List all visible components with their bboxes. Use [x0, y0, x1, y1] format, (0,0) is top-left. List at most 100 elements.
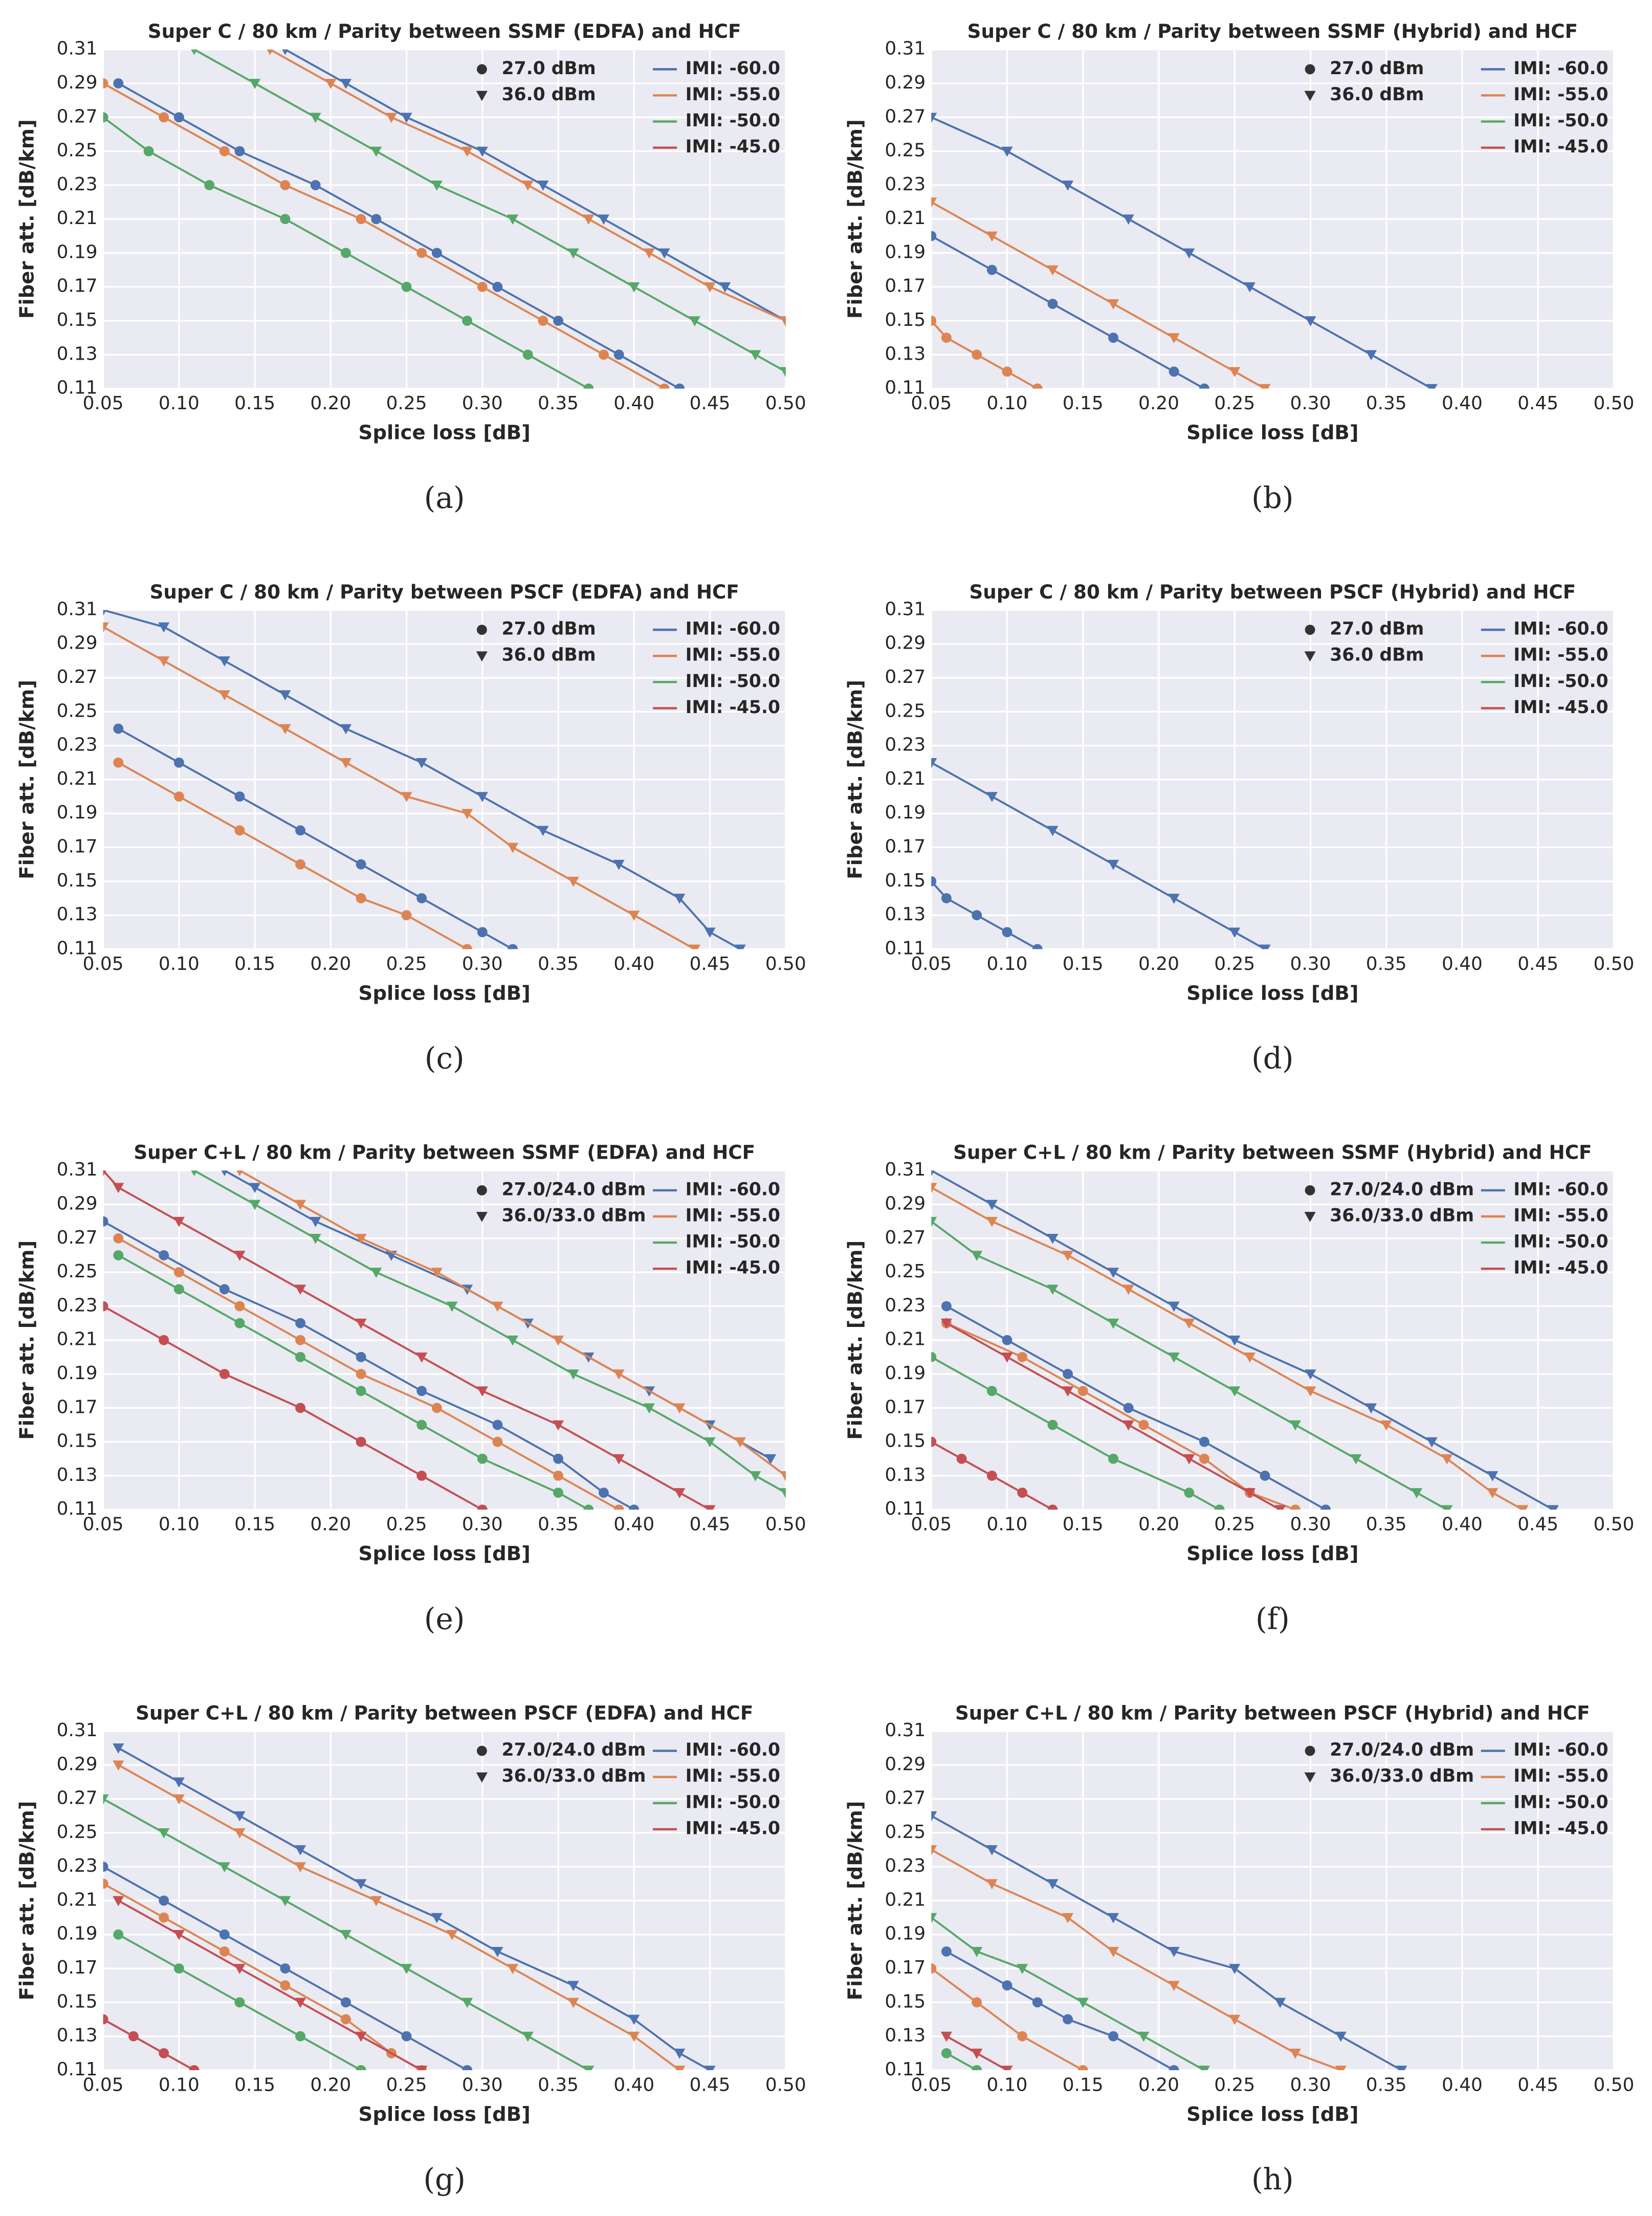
x-tick-label: 0.40 — [613, 954, 654, 974]
triangle-marker — [249, 79, 261, 90]
triangle-marker — [971, 2048, 983, 2059]
x-tick-label: 0.25 — [1214, 954, 1255, 974]
y-tick-label: 0.27 — [57, 106, 98, 127]
legend-label: 27.0/24.0 dBm — [1330, 1179, 1474, 1200]
circle-marker — [128, 2031, 139, 2042]
y-tick-label: 0.19 — [57, 802, 98, 823]
triangle-marker — [1441, 1454, 1453, 1465]
y-tick-label: 0.23 — [57, 1855, 98, 1876]
triangle-marker — [986, 1845, 998, 1856]
triangle-marker — [1183, 1454, 1195, 1465]
triangle-marker — [674, 2048, 686, 2059]
triangle-marker — [931, 197, 937, 208]
circle-marker — [1047, 1504, 1058, 1510]
y-axis-label: Fiber att. [dB/km] — [844, 680, 867, 879]
chart-title: Super C+L / 80 km / Parity between SSMF … — [134, 1141, 755, 1164]
circle-marker — [159, 1912, 169, 1923]
legend: 27.0/24.0 dBm 36.0/33.0 dBm IMI: -60.0 IMI:… — [476, 1740, 780, 1838]
legend-label: IMI: -45.0 — [1513, 137, 1608, 157]
triangle-marker — [1426, 384, 1438, 389]
circle-marker — [416, 248, 427, 258]
triangle-marker — [1017, 1964, 1028, 1975]
circle-marker — [553, 316, 564, 326]
y-tick-label: 0.27 — [57, 1227, 98, 1248]
circle-marker — [113, 78, 124, 88]
y-tick-label: 0.25 — [885, 140, 926, 161]
y-tick-label: 0.29 — [57, 633, 98, 654]
x-tick-label: 0.50 — [765, 1514, 806, 1535]
x-tick-label: 0.30 — [462, 393, 503, 414]
circle-marker — [295, 1335, 306, 1345]
y-tick-label: 0.19 — [57, 241, 98, 262]
y-tick-label: 0.19 — [57, 1363, 98, 1384]
triangle-marker — [1289, 1420, 1301, 1431]
legend-marker — [476, 64, 487, 75]
x-tick-label: 0.25 — [386, 393, 427, 414]
y-tick-label: 0.15 — [885, 1991, 926, 2012]
triangle-marker — [431, 1913, 443, 1923]
circle-marker — [416, 893, 427, 903]
legend: 27.0/24.0 dBm 36.0/33.0 dBm IMI: -60.0 IMI:… — [1304, 1179, 1609, 1278]
triangle-marker — [780, 367, 786, 378]
circle-marker — [280, 180, 291, 190]
circle-marker — [613, 1504, 624, 1510]
circle-marker — [1184, 1488, 1195, 1498]
y-tick-label: 0.23 — [885, 1295, 926, 1316]
triangle-marker — [249, 1183, 261, 1193]
triangle-marker — [1198, 2066, 1210, 2070]
y-tick-label: 0.23 — [885, 1855, 926, 1876]
triangle-marker — [340, 758, 352, 768]
triangle-marker — [1229, 367, 1241, 378]
triangle-marker — [674, 2066, 686, 2070]
x-tick-label: 0.35 — [538, 1514, 579, 1535]
x-tick-label: 0.45 — [690, 2074, 731, 2095]
triangle-marker — [282, 49, 289, 55]
triangle-marker — [173, 1216, 185, 1227]
circle-marker — [613, 349, 624, 360]
y-tick-label: 0.17 — [885, 1397, 926, 1417]
y-tick-label: 0.25 — [57, 1261, 98, 1282]
legend-label: IMI: -45.0 — [686, 1818, 780, 1838]
circle-marker — [477, 927, 488, 938]
triangle-marker — [446, 1301, 458, 1312]
chart-title: Super C / 80 km / Parity between PSCF (E… — [150, 581, 739, 603]
x-tick-label: 0.20 — [310, 1514, 351, 1535]
circle-marker — [173, 757, 184, 768]
circle-marker — [416, 1470, 427, 1481]
triangle-marker — [1305, 1369, 1316, 1380]
triangle-marker — [355, 1879, 367, 1890]
circle-marker — [986, 1386, 997, 1397]
x-tick-label: 0.35 — [538, 393, 579, 414]
circle-marker — [416, 1420, 427, 1430]
triangle-marker — [1335, 2031, 1347, 2042]
triangle-marker — [1138, 2031, 1150, 2042]
triangle-marker — [113, 1183, 124, 1193]
legend-label: 36.0 dBm — [1330, 645, 1424, 666]
x-tick-label: 0.15 — [1063, 393, 1104, 414]
circle-marker — [173, 1267, 184, 1278]
series-line — [118, 727, 514, 949]
legend: 27.0 dBm 36.0 dBm IMI: -60.0 IMI: -55.0 IMI:… — [476, 619, 780, 718]
triangle-marker — [598, 214, 610, 225]
legend-label: IMI: -50.0 — [686, 1232, 780, 1252]
triangle-marker — [643, 248, 655, 259]
x-axis-label: Splice loss [dB] — [1186, 982, 1358, 1005]
series-line — [103, 610, 741, 949]
x-tick-label: 0.10 — [987, 393, 1028, 414]
x-tick-label: 0.45 — [1517, 1514, 1558, 1535]
legend-label: IMI: -55.0 — [686, 1205, 780, 1226]
circle-marker — [674, 383, 685, 389]
triangle-marker — [567, 1981, 579, 1991]
circle-marker — [219, 146, 230, 157]
legend-label: IMI: -45.0 — [1513, 697, 1608, 718]
circle-marker — [462, 944, 473, 949]
circle-marker — [431, 248, 442, 258]
y-tick-label: 0.25 — [57, 1822, 98, 1843]
triangle-marker — [750, 350, 761, 361]
x-tick-label: 0.10 — [987, 1514, 1028, 1535]
y-axis-label: Fiber att. [dB/km] — [16, 1240, 39, 1440]
triangle-marker — [221, 1170, 228, 1177]
legend: 27.0 dBm 36.0 dBm IMI: -60.0 IMI: -55.0 IMI:… — [1304, 619, 1609, 718]
circle-marker — [972, 1997, 982, 2008]
circle-marker — [1108, 1453, 1118, 1464]
